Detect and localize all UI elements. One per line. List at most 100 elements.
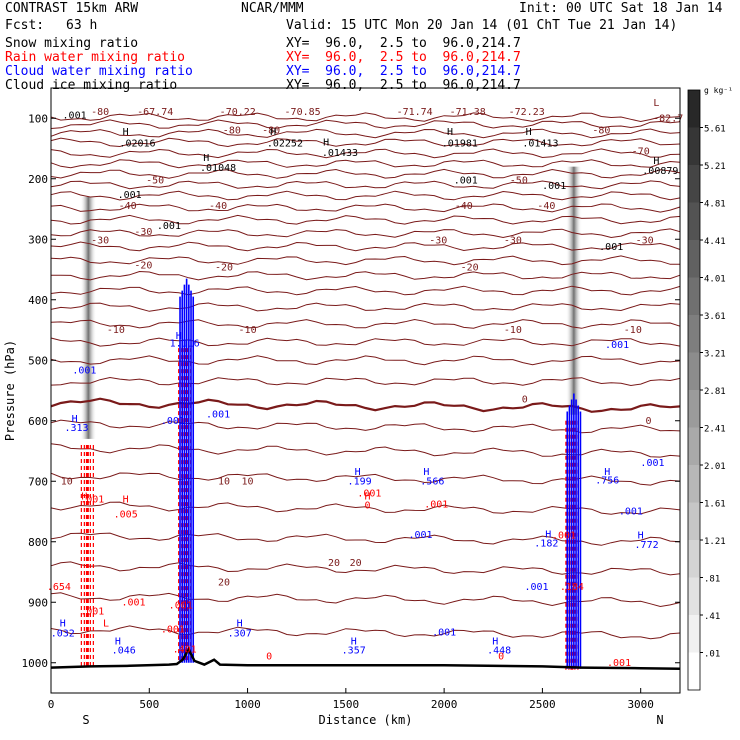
- temperature-label: 0: [646, 416, 652, 427]
- rain-water-label: .654: [47, 582, 71, 593]
- y-tick-label: 900: [28, 596, 48, 609]
- cloud-field-name: Cloud water mixing ratio: [5, 64, 193, 79]
- cloud-water-max-marker: H: [604, 467, 610, 478]
- cloud-water-label: .357: [342, 646, 366, 657]
- cloud-water-label: .307: [228, 629, 252, 640]
- rain-water-label: .001: [169, 600, 193, 611]
- y-tick-label: 800: [28, 536, 48, 549]
- rain-field-xy: XY= 96.0, 2.5 to 96.0,214.7: [286, 50, 521, 65]
- colorbar-label: 2.01: [704, 462, 726, 472]
- colorbar-label: 4.41: [704, 237, 726, 247]
- cloud-water-label: .001: [619, 507, 643, 518]
- temperature-label: 0: [522, 395, 528, 406]
- colorbar-label: .41: [704, 612, 720, 622]
- temperature-label: -71.74: [397, 107, 433, 118]
- snow-column: [565, 166, 582, 415]
- isotherm-line: [50, 128, 681, 139]
- x-tick-label: 3000: [627, 698, 654, 711]
- ice-extremum-marker: H: [526, 127, 532, 138]
- temperature-label: -30: [134, 227, 152, 238]
- x-tick-label: 0: [48, 698, 55, 711]
- ice-label: .01413: [522, 139, 558, 150]
- south-label: S: [82, 713, 89, 727]
- cloud-water-label: .001: [72, 366, 96, 377]
- colorbar-segment: [688, 427, 700, 466]
- temperature-label: -80: [262, 125, 280, 136]
- colorbar-segment: [688, 240, 700, 278]
- temperature-label: 20: [218, 577, 230, 588]
- isotherm-line: [50, 419, 681, 434]
- temperature-label: 20: [328, 558, 340, 569]
- temperature-label: -80: [223, 125, 241, 136]
- colorbar-segment: [688, 577, 700, 616]
- institution-label: NCAR/MMM: [241, 1, 304, 16]
- ice-label: .01981: [442, 139, 478, 150]
- rain-water-label: .001: [80, 494, 104, 505]
- isotherm-line: [50, 203, 681, 213]
- colorbar-segment: [688, 202, 700, 241]
- temperature-label: -30: [504, 235, 522, 246]
- y-tick-label: 700: [28, 475, 48, 488]
- colorbar-label: 2.81: [704, 387, 726, 397]
- rain-water-label: .001: [607, 658, 631, 669]
- colorbar-label: 3.21: [704, 350, 726, 360]
- temperature-label: -40: [537, 201, 555, 212]
- cloud-water-label: .001: [408, 530, 432, 541]
- cloud-water-label: .756: [595, 476, 619, 487]
- rain-water-label: .001: [357, 488, 381, 499]
- colorbar-segment: [688, 390, 700, 428]
- cloud-water-label: .001: [640, 458, 664, 469]
- temperature-label: -10: [624, 325, 642, 336]
- isotherm-line: [50, 561, 681, 576]
- cloud-water-max-marker: H: [60, 618, 66, 629]
- valid-time: Valid: 15 UTC Mon 20 Jan 14 (01 ChT Tue …: [286, 18, 678, 33]
- ice-extremum-marker: H: [270, 127, 276, 138]
- colorbar-label: 2.41: [704, 425, 726, 435]
- ice-label: .01048: [200, 163, 236, 174]
- rain-water-extremum-marker: 0: [364, 500, 370, 511]
- isotherm-line: [50, 592, 681, 608]
- temperature-label: -71.38: [450, 107, 486, 118]
- ice-label: .001: [542, 181, 566, 192]
- isotherm-line: [50, 302, 681, 312]
- rain-water-extremum-marker: H: [123, 494, 129, 505]
- cloud-water-label: .448: [487, 646, 511, 657]
- temperature-label: 10: [61, 476, 73, 487]
- cloud-water-label: .313: [65, 423, 89, 434]
- cloud-water-label: .199: [348, 476, 372, 487]
- rain-water-label: .001: [80, 606, 104, 617]
- isotherm-line: [50, 214, 681, 225]
- rain-water-label: .001: [424, 499, 448, 510]
- colorbar-segment: [688, 502, 700, 541]
- temperature-label: 10: [242, 476, 254, 487]
- y-axis-title: Pressure (hPa): [3, 340, 17, 441]
- temperature-label: -67.74: [137, 107, 173, 118]
- cloud-water-label: .001: [524, 582, 548, 593]
- north-label: N: [656, 713, 663, 727]
- isotherm-line: [50, 180, 681, 190]
- isotherm-line: [50, 355, 681, 366]
- colorbar-label: 1.21: [704, 537, 726, 547]
- isotherm-line: [50, 270, 681, 281]
- colorbar-label: 5.21: [704, 162, 726, 172]
- colorbar-segment: [688, 615, 700, 653]
- isotherm-line: [50, 376, 681, 387]
- zero-isotherm: [50, 397, 681, 413]
- ice-extremum-marker: H: [447, 127, 453, 138]
- temperature-label: -80: [592, 125, 610, 136]
- ice-label: .001: [157, 221, 181, 232]
- ice-label: .001: [63, 110, 87, 121]
- rain-water-extremum-marker: 0: [498, 652, 504, 663]
- rain-water-label: .184: [560, 582, 584, 593]
- cloud-water-max-marker: H: [351, 637, 357, 648]
- temperature-label: -20: [215, 263, 233, 274]
- isotherm-line: [50, 159, 681, 169]
- colorbar-label: 4.81: [704, 200, 726, 210]
- colorbar-segment: [688, 465, 700, 503]
- cloud-water-label: .032: [51, 629, 75, 640]
- colorbar-label: .81: [704, 575, 720, 585]
- temperature-label: -72.23: [509, 107, 545, 118]
- rain-water-label: .001: [552, 531, 576, 542]
- temperature-label: -70.85: [285, 107, 321, 118]
